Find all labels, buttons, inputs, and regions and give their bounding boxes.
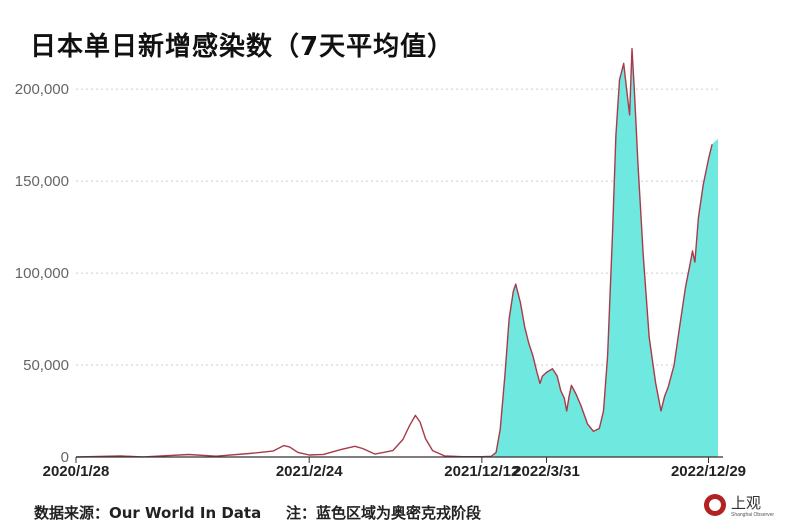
chart-title: 日本单日新增感染数（7天平均值） <box>30 32 455 62</box>
omicron-note: 注：蓝色区域为奥密克戎阶段 <box>286 504 482 522</box>
y-tick-labels: 0 50,000 100,000 150,000 200,000 <box>15 81 69 466</box>
shangguan-logo: 上观 Shanghai Observer <box>704 492 784 522</box>
x-tick-label: 2021/12/12 <box>444 463 519 480</box>
cases-line <box>75 48 713 458</box>
y-tick-label: 200,000 <box>15 81 69 98</box>
x-tick-label: 2022/3/31 <box>513 463 580 480</box>
shangguan-logo-icon <box>704 494 726 516</box>
data-source: 数据来源：Our World In Data <box>34 504 262 522</box>
omicron-fill <box>493 48 718 457</box>
y-tick-label: 150,000 <box>15 173 69 190</box>
logo-subtitle: Shanghai Observer <box>731 512 775 518</box>
logo-name: 上观 <box>731 494 762 512</box>
y-tick-label: 0 <box>61 449 69 466</box>
x-tick-label: 2022/12/29 <box>671 463 746 480</box>
x-tick-label: 2021/2/24 <box>276 463 343 480</box>
y-tick-label: 100,000 <box>15 265 69 282</box>
omicron-highlight-area <box>493 48 718 457</box>
y-tick-label: 50,000 <box>23 357 69 374</box>
x-tick-label: 2020/1/28 <box>43 463 110 480</box>
series-line <box>75 48 713 458</box>
